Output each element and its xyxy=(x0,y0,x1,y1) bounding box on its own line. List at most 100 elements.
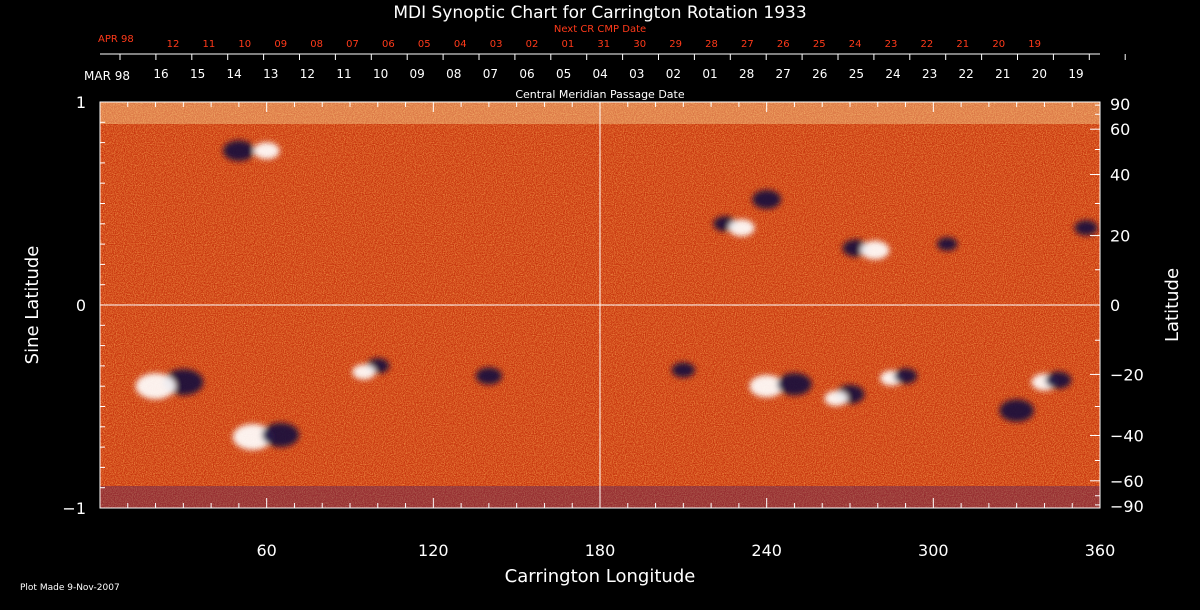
negative-polarity-region xyxy=(1045,371,1072,389)
positive-polarity-region xyxy=(749,375,784,398)
next-cr-date-label: 07 xyxy=(346,39,359,50)
x-tick-label: 60 xyxy=(256,541,276,560)
next-cr-date-label: 26 xyxy=(777,39,790,50)
positive-polarity-region xyxy=(352,364,376,380)
x-tick-label: 120 xyxy=(418,541,449,560)
top-date-labels: 16 15 14 13 12 11 10 09 08 07 06 05 04 03 02 01 28 27 26 25… xyxy=(153,67,1083,81)
top-date-label: 28 xyxy=(739,67,754,81)
y-right-tick-label: −20 xyxy=(1110,365,1144,384)
y-right-tick-label: 90 xyxy=(1110,95,1130,114)
top-date-label: 23 xyxy=(922,67,937,81)
top-date-label: 11 xyxy=(336,67,351,81)
next-cr-date-labels: 12 11 10 09 08 07 06 05 04 03 02 01 31 30 29 28 27 26 25 24… xyxy=(167,39,1041,50)
axis-ticks xyxy=(99,101,1101,509)
top-date-label: 09 xyxy=(410,67,425,81)
y-right-tick-label: −60 xyxy=(1110,472,1144,491)
y-right-tick-label: 40 xyxy=(1110,166,1130,185)
negative-polarity-region xyxy=(777,372,812,396)
x-tick-label: 180 xyxy=(585,541,616,560)
top-date-label: 19 xyxy=(1068,67,1083,81)
y-right-tick-label: 60 xyxy=(1110,120,1130,139)
top-date-label: 26 xyxy=(812,67,827,81)
negative-polarity-region xyxy=(261,422,300,448)
top-date-label: 27 xyxy=(776,67,791,81)
top-date-label: 08 xyxy=(446,67,461,81)
y-right-tick-label: 0 xyxy=(1110,296,1120,315)
top-date-label: 24 xyxy=(885,67,900,81)
positive-polarity-region xyxy=(728,219,755,237)
next-cr-date-label: 28 xyxy=(705,39,718,50)
top-axis-subtitle: Central Meridian Passage Date xyxy=(515,88,684,101)
next-cr-date-label: 01 xyxy=(562,39,575,50)
y-right-tick-label: −40 xyxy=(1110,426,1144,445)
next-cr-date-label: 30 xyxy=(633,39,646,50)
y-left-tick-label: 0 xyxy=(76,296,86,315)
top-date-label: 20 xyxy=(1032,67,1047,81)
positive-polarity-region xyxy=(135,373,176,400)
top-date-label: 01 xyxy=(702,67,717,81)
x-tick-label: 240 xyxy=(751,541,782,560)
x-tick-label: 300 xyxy=(918,541,949,560)
top-date-label: 25 xyxy=(849,67,864,81)
x-tick-labels: 60 120 180 240 300 360 xyxy=(256,541,1115,560)
y-axis-right-label: Latitude xyxy=(1162,268,1183,342)
top-date-label: 22 xyxy=(959,67,974,81)
top-date-label: 10 xyxy=(373,67,388,81)
negative-polarity-region xyxy=(475,367,502,385)
next-cr-title: Next CR CMP Date xyxy=(554,24,646,35)
next-cr-date-label: 21 xyxy=(956,39,969,50)
next-cr-date-label: 23 xyxy=(885,39,898,50)
y-left-tick-labels: 1 0 −1 xyxy=(62,93,86,518)
y-left-tick-label: 1 xyxy=(76,93,86,112)
next-cr-date-label: 04 xyxy=(454,39,467,50)
next-cr-date-label: 19 xyxy=(1028,39,1041,50)
next-cr-date-label: 03 xyxy=(490,39,503,50)
next-cr-date-label: 12 xyxy=(167,39,180,50)
top-date-label: 06 xyxy=(519,67,534,81)
next-cr-date-label: 09 xyxy=(274,39,287,50)
top-date-label: 21 xyxy=(995,67,1010,81)
top-date-label: 15 xyxy=(190,67,205,81)
next-cr-date-label: 27 xyxy=(741,39,754,50)
y-axis-left-label: Sine Latitude xyxy=(22,246,43,365)
negative-polarity-region xyxy=(937,237,958,251)
top-date-label: 13 xyxy=(263,67,278,81)
next-cr-date-label: 22 xyxy=(921,39,934,50)
next-cr-date-label: 24 xyxy=(849,39,862,50)
y-right-tick-label: 20 xyxy=(1110,227,1130,246)
negative-polarity-region xyxy=(752,190,782,209)
positive-polarity-region xyxy=(860,240,890,260)
y-right-tick-label: −90 xyxy=(1110,497,1144,516)
next-cr-date-label: 10 xyxy=(238,39,251,50)
next-cr-date-label: 05 xyxy=(418,39,431,50)
plot-made-footer: Plot Made 9-Nov-2007 xyxy=(20,583,120,593)
next-cr-date-label: 25 xyxy=(813,39,826,50)
top-date-label: 03 xyxy=(629,67,644,81)
top-date-label: 07 xyxy=(483,67,498,81)
next-cr-ticks xyxy=(119,54,1126,60)
negative-polarity-region xyxy=(999,399,1034,422)
positive-polarity-region xyxy=(824,390,848,406)
positive-polarity-region xyxy=(232,423,273,450)
next-cr-date-label: 20 xyxy=(992,39,1005,50)
next-cr-date-label: 31 xyxy=(597,39,610,50)
top-date-label: 12 xyxy=(300,67,315,81)
top-date-label: 14 xyxy=(227,67,242,81)
x-tick-label: 360 xyxy=(1085,541,1116,560)
top-date-label: 04 xyxy=(593,67,608,81)
chart-title: MDI Synoptic Chart for Carrington Rotati… xyxy=(393,3,806,23)
top-month-label: MAR 98 xyxy=(84,69,130,83)
negative-polarity-region xyxy=(1074,220,1098,236)
next-cr-date-label: 11 xyxy=(203,39,216,50)
negative-polarity-region xyxy=(223,140,255,162)
negative-polarity-region xyxy=(893,368,918,384)
next-cr-date-label: 06 xyxy=(382,39,395,50)
negative-polarity-region xyxy=(671,362,695,378)
x-axis-label: Carrington Longitude xyxy=(505,566,696,587)
positive-polarity-region xyxy=(253,142,280,160)
next-cr-date-label: 29 xyxy=(669,39,682,50)
next-cr-month-label: APR 98 xyxy=(98,34,134,45)
y-right-tick-labels: 90 60 40 20 0 −20 −40 −60 −90 xyxy=(1110,95,1144,516)
y-left-tick-label: −1 xyxy=(62,499,86,518)
